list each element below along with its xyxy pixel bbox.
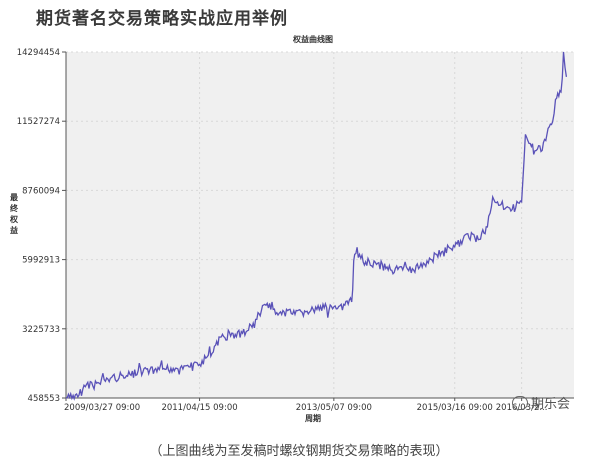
x-tick-label: 2013/05/07 09:00 bbox=[296, 403, 372, 413]
page-title: 期货著名交易策略实战应用举例 bbox=[36, 9, 288, 29]
figure-caption: （上图曲线为至发稿时螺纹钢期货交易策略的表现） bbox=[149, 444, 449, 459]
x-tick-label: 2009/03/27 09:00 bbox=[64, 403, 140, 413]
y-axis-ticks: 458553 3225733 5992913 8760094 11527274 14294… bbox=[17, 48, 66, 404]
chat-bubble-icon bbox=[512, 395, 528, 410]
equity-series-line bbox=[65, 51, 568, 401]
y-axis-label-char: 最 bbox=[10, 192, 19, 202]
y-tick-label: 8760094 bbox=[22, 186, 60, 196]
y-tick-label: 3225733 bbox=[22, 325, 60, 335]
x-axis-label: 周期 bbox=[305, 413, 321, 423]
axes bbox=[65, 52, 574, 399]
x-tick-label: 2011/04/15 09:00 bbox=[161, 403, 237, 413]
watermark-text: 期乐会 bbox=[531, 397, 571, 412]
x-axis-ticks: 2009/03/27 09:00 2011/04/15 09:00 2013/05/… bbox=[64, 398, 547, 413]
x-tick-label: 2015/03/16 09:00 bbox=[417, 403, 493, 413]
y-tick-label: 14294454 bbox=[17, 48, 60, 58]
chart-title: 权益曲线图 bbox=[292, 34, 333, 44]
watermark: 期乐会 bbox=[512, 393, 570, 412]
y-axis-label-char: 益 bbox=[10, 225, 18, 235]
y-tick-label: 458553 bbox=[28, 394, 60, 404]
y-tick-label: 5992913 bbox=[22, 256, 60, 266]
y-axis-label-char: 终 bbox=[9, 203, 19, 213]
y-axis-label-char: 权 bbox=[9, 214, 19, 224]
y-tick-label: 11527274 bbox=[17, 117, 60, 127]
plot-background bbox=[66, 52, 574, 398]
